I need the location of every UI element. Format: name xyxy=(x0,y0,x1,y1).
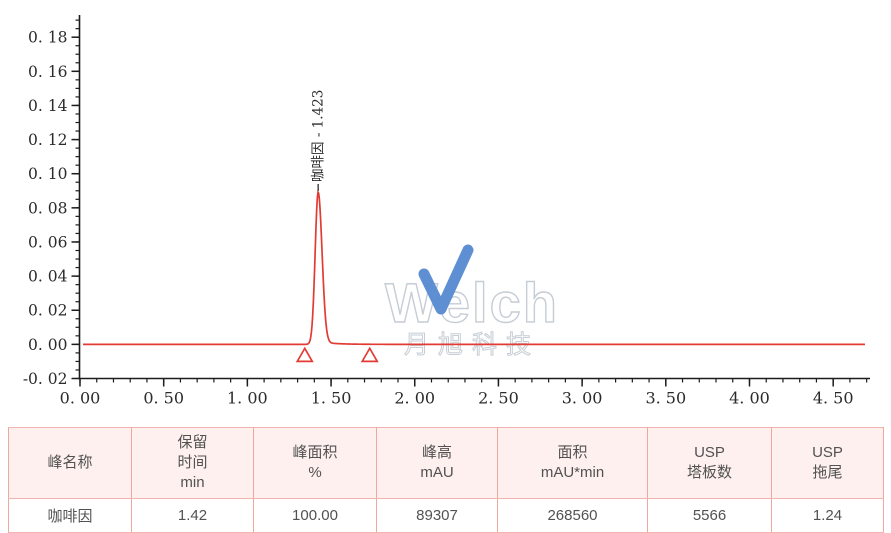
peak-results-table: 峰名称 保留 时间 min 峰面积 % 峰高 mAU 面积 mAU*min US… xyxy=(8,427,884,533)
svg-text:-0. 02: -0. 02 xyxy=(23,370,68,388)
svg-text:3. 50: 3. 50 xyxy=(645,389,686,408)
svg-text:1. 00: 1. 00 xyxy=(227,389,268,408)
svg-text:3. 00: 3. 00 xyxy=(562,389,603,408)
cell-peak-height: 89307 xyxy=(376,498,498,533)
svg-text:0. 02: 0. 02 xyxy=(28,302,67,320)
svg-text:0. 00: 0. 00 xyxy=(28,336,67,354)
col-header-usp-tailing: USP 拖尾 xyxy=(771,427,884,499)
svg-text:0. 12: 0. 12 xyxy=(28,131,67,149)
cell-usp-plates: 5566 xyxy=(647,498,772,533)
svg-text:0. 04: 0. 04 xyxy=(28,268,68,286)
svg-text:0. 14: 0. 14 xyxy=(28,97,68,115)
svg-text:0. 50: 0. 50 xyxy=(143,389,184,408)
cell-area: 268560 xyxy=(497,498,648,533)
col-header-peak-name: 峰名称 xyxy=(8,427,132,499)
peak-annotation-label: 咖啡因 - 1.423 xyxy=(311,90,327,182)
chromatogram-trace xyxy=(83,189,865,346)
cell-peak-area-pct: 100.00 xyxy=(253,498,377,533)
svg-text:2. 00: 2. 00 xyxy=(394,389,435,408)
svg-text:0. 06: 0. 06 xyxy=(28,233,67,251)
svg-text:0. 16: 0. 16 xyxy=(28,63,67,81)
col-header-peak-height: 峰高 mAU xyxy=(376,427,498,499)
svg-text:4. 50: 4. 50 xyxy=(813,389,854,408)
svg-text:0. 10: 0. 10 xyxy=(28,165,67,183)
svg-text:0. 00: 0. 00 xyxy=(60,389,101,408)
col-header-retention-time: 保留 时间 min xyxy=(131,427,254,499)
integration-markers xyxy=(295,346,379,363)
col-header-usp-plates: USP 塔板数 xyxy=(647,427,772,499)
svg-text:Welch: Welch xyxy=(385,271,559,334)
svg-text:0. 18: 0. 18 xyxy=(28,29,67,47)
table-header-row: 峰名称 保留 时间 min 峰面积 % 峰高 mAU 面积 mAU*min US… xyxy=(8,427,884,499)
svg-text:2. 50: 2. 50 xyxy=(478,389,519,408)
cell-usp-tailing: 1.24 xyxy=(771,498,884,533)
col-header-area: 面积 mAU*min xyxy=(497,427,648,499)
svg-text:1. 50: 1. 50 xyxy=(311,389,352,408)
x-axis-ticks: 0. 00 0. 50 1. 00 1. 50 2. 00 2. 50 3. 00 3. 50… xyxy=(60,378,868,408)
svg-text:4. 00: 4. 00 xyxy=(729,389,770,408)
welch-check-icon xyxy=(418,244,474,315)
cell-peak-name: 咖啡因 xyxy=(8,498,132,533)
svg-text:0. 08: 0. 08 xyxy=(28,199,67,217)
table-row: 咖啡因 1.42 100.00 89307 268560 5566 1.24 xyxy=(8,498,884,533)
chromatogram-chart: Welch 月旭科技 -0. 02 0. 00 0. 02 0. 04 0. 06 0. 08… xyxy=(23,15,870,408)
cell-retention-time: 1.42 xyxy=(131,498,254,533)
col-header-peak-area-pct: 峰面积 % xyxy=(253,427,377,499)
integration-triangle-icon xyxy=(360,346,379,363)
y-axis-ticks: -0. 02 0. 00 0. 02 0. 04 0. 06 0. 08 0. 10 0. 1… xyxy=(23,19,80,388)
integration-triangle-icon xyxy=(295,346,314,363)
